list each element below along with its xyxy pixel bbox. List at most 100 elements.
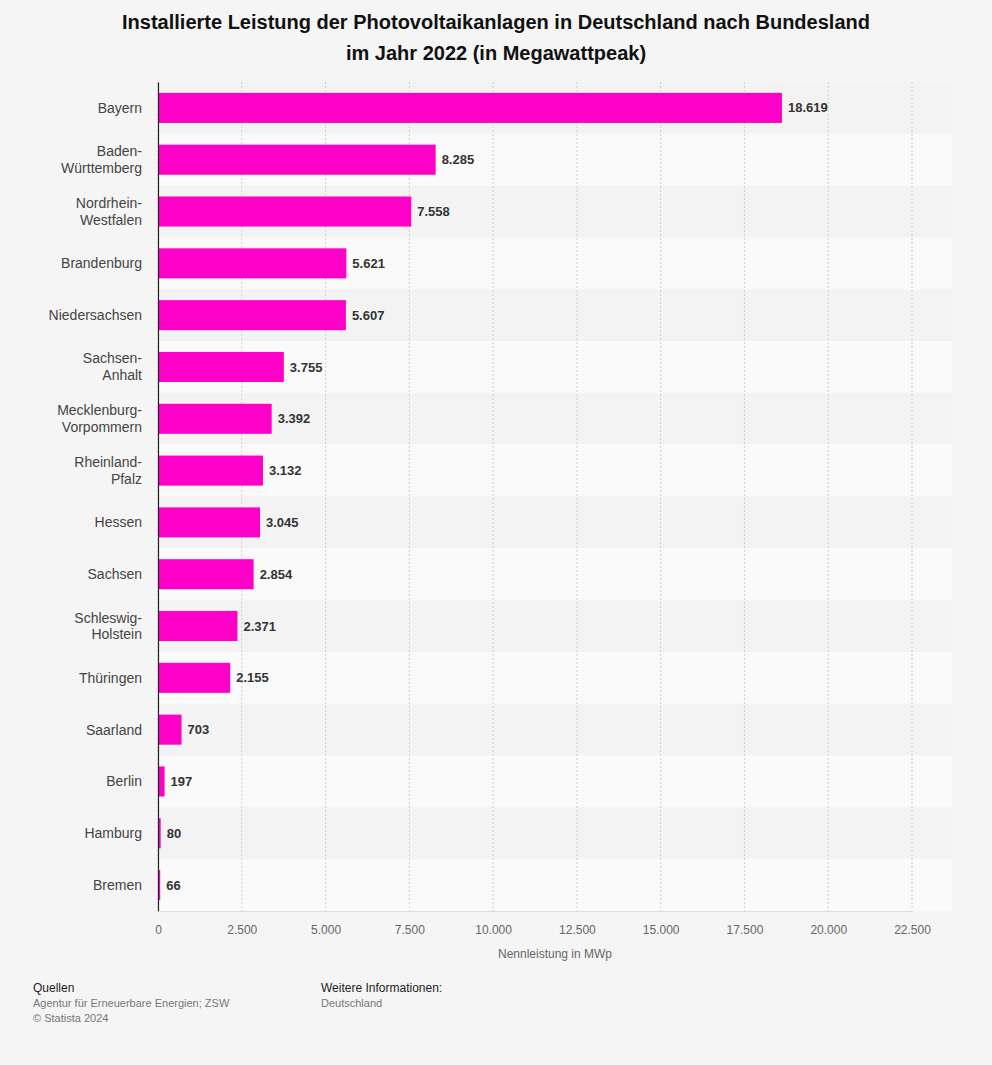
y-tick-label: Thüringen	[79, 670, 142, 686]
y-tick-label: Bayern	[98, 100, 142, 116]
background	[0, 0, 992, 1065]
y-tick: Sachsen	[88, 566, 158, 582]
y-tick-label: Hamburg	[84, 825, 142, 841]
y-tick: Baden-Württemberg	[61, 143, 158, 176]
data-label: 703	[188, 722, 210, 737]
bar	[158, 93, 782, 123]
y-tick-label-line: Niedersachsen	[49, 307, 142, 323]
row-stripe	[158, 134, 952, 186]
x-tick-label: 0	[155, 923, 162, 937]
y-tick: Brandenburg	[61, 255, 158, 271]
y-tick-label-line: Schleswig-	[74, 610, 142, 626]
x-tick: 12.500	[559, 911, 596, 937]
row-stripe	[158, 289, 952, 341]
y-tick-label-line: Saarland	[86, 722, 142, 738]
bar	[158, 715, 182, 745]
y-tick-label: Baden-Württemberg	[61, 143, 142, 176]
data-label: 5.621	[352, 256, 385, 271]
bar	[158, 456, 263, 486]
data-label: 3.132	[269, 463, 302, 478]
row-stripe	[158, 445, 952, 497]
y-tick-label: Mecklenburg-Vorpommern	[57, 402, 142, 435]
x-tick-label: 10.000	[475, 923, 512, 937]
x-tick-label: 7.500	[395, 923, 425, 937]
data-label: 3.755	[290, 360, 323, 375]
row-stripes	[158, 82, 952, 911]
bar	[158, 611, 237, 641]
grid-line	[912, 82, 913, 911]
x-tick-label: 2.500	[227, 923, 257, 937]
y-tick: Nordrhein-Westfalen	[76, 195, 158, 228]
y-tick: Saarland	[86, 722, 158, 738]
row-stripe	[158, 859, 952, 911]
y-tick: Bremen	[93, 877, 158, 893]
data-label: 3.045	[266, 515, 299, 530]
y-tick-label-line: Bayern	[98, 100, 142, 116]
y-tick-label: Schleswig-Holstein	[74, 610, 142, 643]
y-tick-label-line: Sachsen	[88, 566, 142, 582]
y-tick-label-line: Berlin	[106, 773, 142, 789]
data-label: 8.285	[442, 152, 475, 167]
bars	[158, 93, 782, 900]
row-stripe	[158, 237, 952, 289]
x-axis: 0 2.500 5.000 7.500 10.000 12.500 15.000 17.500…	[155, 911, 931, 937]
y-tick-label-line: Rheinland-	[74, 454, 142, 470]
bar	[158, 663, 230, 693]
y-tick: Berlin	[106, 773, 158, 789]
y-tick-label: Saarland	[86, 722, 142, 738]
y-tick: Hessen	[95, 514, 158, 530]
y-tick-label: Sachsen	[88, 566, 142, 582]
row-stripe	[158, 548, 952, 600]
y-tick-label: Brandenburg	[61, 255, 142, 271]
plot: 18.6198.2857.5585.6215.6073.7553.3923.13…	[49, 82, 952, 937]
annotation: Deutschland	[321, 997, 382, 1009]
y-tick-label-line: Pfalz	[111, 471, 142, 487]
chart: Installierte Leistung der Photovoltaikan…	[0, 0, 992, 1065]
grid-line	[576, 82, 577, 911]
x-tick-label: 22.500	[894, 923, 931, 937]
row-stripe	[158, 807, 952, 859]
y-tick-label-line: Brandenburg	[61, 255, 142, 271]
data-label: 197	[171, 774, 193, 789]
y-axis-line	[158, 83, 159, 912]
data-label: 80	[167, 826, 181, 841]
bar	[158, 145, 436, 175]
y-tick: Niedersachsen	[49, 307, 158, 323]
title-line: im Jahr 2022 (in Megawattpeak)	[346, 42, 646, 64]
y-tick-label-line: Holstein	[91, 626, 142, 642]
x-tick: 15.000	[643, 911, 680, 937]
y-tick: Bayern	[98, 100, 158, 116]
annotation: Quellen	[33, 981, 74, 995]
x-tick: 20.000	[810, 911, 847, 937]
x-tick: 5.000	[311, 911, 341, 937]
grid-line	[493, 82, 494, 911]
y-tick: Rheinland-Pfalz	[74, 454, 158, 487]
bar	[158, 559, 254, 589]
row-stripe	[158, 756, 952, 808]
x-tick-label: 20.000	[810, 923, 847, 937]
annotation: Weitere Informationen:	[321, 981, 442, 995]
row-stripe	[158, 704, 952, 756]
x-tick-label: 12.500	[559, 923, 596, 937]
row-stripe	[158, 82, 952, 134]
y-tick-label: Berlin	[106, 773, 142, 789]
x-tick: 22.500	[894, 911, 931, 937]
y-tick-label-line: Westfalen	[80, 212, 142, 228]
data-labels: 18.6198.2857.5585.6215.6073.7553.3923.13…	[166, 100, 827, 892]
x-tick: 0	[155, 911, 162, 937]
y-tick-label: Bremen	[93, 877, 142, 893]
bar	[158, 352, 284, 382]
y-tick-label-line: Bremen	[93, 877, 142, 893]
data-label: 18.619	[788, 100, 828, 115]
x-tick-label: 17.500	[727, 923, 764, 937]
row-stripe	[158, 393, 952, 445]
row-stripe	[158, 497, 952, 549]
bar	[158, 404, 272, 434]
data-label: 2.155	[236, 670, 269, 685]
y-tick-label: Rheinland-Pfalz	[74, 454, 142, 487]
y-tick-label-line: Vorpommern	[62, 419, 142, 435]
bar	[158, 507, 260, 537]
bar	[158, 197, 411, 227]
x-axis-line	[159, 911, 913, 912]
grid-line	[660, 82, 661, 911]
